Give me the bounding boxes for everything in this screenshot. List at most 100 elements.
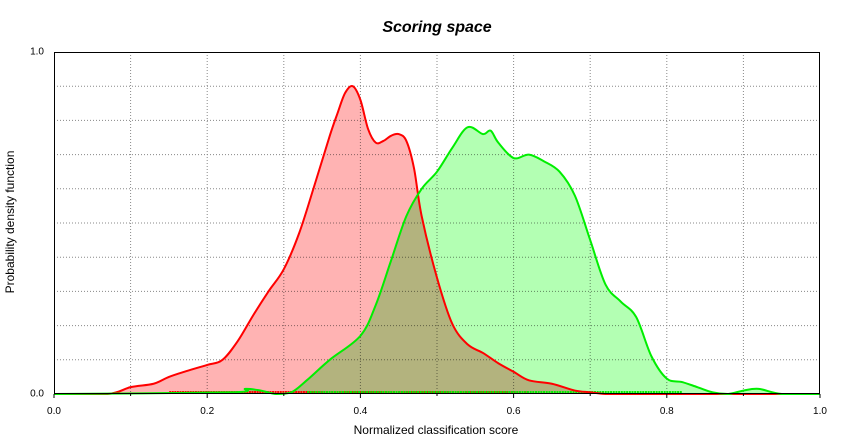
rug-mark [309, 391, 312, 394]
rug-mark [623, 391, 626, 394]
rug-mark [379, 391, 382, 394]
rug-mark [636, 391, 639, 394]
rug-mark [480, 391, 483, 394]
rug-mark [612, 391, 615, 394]
rug-mark [545, 391, 548, 394]
rug-mark [347, 391, 350, 394]
rug-mark [481, 391, 484, 394]
rug-mark [443, 391, 446, 394]
rug-mark [358, 391, 361, 394]
rug-mark [403, 391, 406, 394]
series-line-1 [53, 125, 820, 395]
rug-mark [459, 391, 462, 394]
rug-mark [634, 391, 637, 394]
rug-mark [490, 391, 493, 394]
rug-mark [671, 391, 674, 394]
rug-mark [577, 391, 580, 394]
rug-mark [315, 391, 318, 394]
rug-mark [398, 391, 401, 394]
rug-mark [561, 391, 564, 394]
rug-mark [425, 391, 428, 394]
rug-mark [647, 391, 650, 394]
rug-mark [620, 391, 623, 394]
rug-mark [486, 391, 489, 394]
rug-mark [350, 391, 353, 394]
rug-mark [433, 391, 436, 394]
rug-mark [246, 391, 249, 394]
rug-mark [575, 391, 578, 394]
rug-mark [431, 391, 434, 394]
x-tick-label: 0.2 [200, 406, 214, 417]
rug-mark [639, 391, 642, 394]
rug-mark [331, 391, 334, 394]
rug-mark [674, 391, 677, 394]
rug-mark [371, 391, 374, 394]
rug-mark [510, 391, 513, 394]
rug-mark [484, 391, 487, 394]
rug-mark [502, 391, 505, 394]
rug-mark [631, 391, 634, 394]
rug-mark [451, 391, 454, 394]
rug-mark [274, 391, 277, 394]
rug-mark [384, 391, 387, 394]
rug-mark [400, 391, 403, 394]
rug-mark [359, 391, 362, 394]
rug-mark [462, 391, 465, 394]
rug-mark [441, 391, 444, 394]
rug-mark [677, 391, 680, 394]
y-axis-label: Probability density function [3, 151, 17, 294]
rug-mark [325, 391, 328, 394]
x-tick-label: 0.8 [660, 406, 674, 417]
rug-mark [663, 391, 666, 394]
rug-mark [556, 391, 559, 394]
rug-mark [478, 391, 481, 394]
rug-mark [428, 391, 431, 394]
x-axis-label: Normalized classification score [354, 423, 519, 437]
rug-mark [540, 391, 543, 394]
rug-mark [328, 391, 331, 394]
tick-labels: 0.0 0.2 0.4 0.6 0.8 1.0 0.0 1.0 [30, 47, 827, 417]
rug-mark [305, 391, 308, 394]
rug-mark [382, 391, 385, 394]
rug-mark [354, 391, 357, 394]
rug-mark [254, 391, 257, 394]
rug-mark [529, 391, 532, 394]
x-tick-label: 0.0 [47, 406, 61, 417]
y-tick-label: 0.0 [30, 389, 44, 400]
rug-mark [248, 391, 251, 394]
rug-mark [524, 391, 527, 394]
rug-mark [418, 391, 421, 394]
rug-mark [485, 391, 488, 394]
rug-mark [454, 391, 457, 394]
rug-mark [543, 391, 546, 394]
rug-mark [312, 391, 315, 394]
rug-mark [661, 391, 664, 394]
rug-mark [297, 391, 300, 394]
rug-mark [376, 391, 379, 394]
series-area-1 [54, 126, 820, 395]
rug-mark [626, 391, 629, 394]
rug-mark [628, 391, 631, 394]
rug-mark [564, 391, 567, 394]
rug-mark [292, 391, 295, 394]
rug-mark [650, 391, 653, 394]
rug-mark [323, 391, 326, 394]
y-tick-label: 1.0 [30, 47, 44, 58]
rug-mark [387, 391, 390, 394]
rug-mark [320, 391, 323, 394]
rug-mark [427, 391, 430, 394]
rug-mark [417, 391, 420, 394]
rug-mark [535, 391, 538, 394]
rug-mark [642, 391, 645, 394]
rug-mark [446, 391, 449, 394]
x-tick-label: 0.4 [353, 406, 367, 417]
rug-mark [366, 391, 369, 394]
rug-mark [374, 391, 377, 394]
rug-mark [251, 391, 254, 394]
rug-mark [449, 391, 452, 394]
x-tick-label: 0.6 [507, 406, 521, 417]
rug-mark [602, 391, 605, 394]
rug-mark [277, 391, 280, 394]
rug-mark [513, 391, 516, 394]
